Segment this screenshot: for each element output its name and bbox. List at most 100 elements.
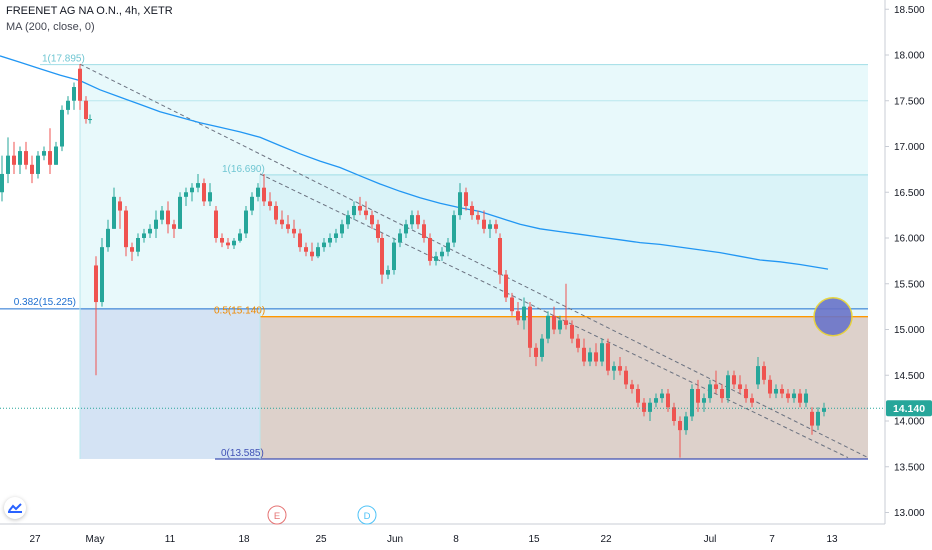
fib-lower-left-zone: [80, 308, 260, 459]
candle-body: [160, 210, 164, 220]
candle-body: [570, 324, 574, 339]
candle-22: [130, 242, 134, 261]
overlay-layer: [0, 296, 885, 409]
trendline-layer: [79, 63, 869, 459]
candle-116: [690, 384, 694, 421]
candle-body: [214, 210, 218, 238]
candle-body: [504, 274, 508, 298]
candle-123: [732, 370, 736, 389]
candle-body: [534, 347, 538, 357]
candle-98: [582, 338, 586, 367]
candle-body: [184, 192, 188, 197]
event-marker-letter: E: [274, 511, 280, 522]
candle-56: [334, 228, 338, 243]
candle-body: [738, 384, 742, 389]
candle-body: [416, 215, 420, 225]
candle-86: [510, 292, 514, 316]
y-tick-label: 15.000: [894, 325, 925, 336]
candle-body: [660, 393, 664, 399]
candle-107: [636, 384, 640, 408]
candle-15: [88, 114, 92, 124]
symbol-legend[interactable]: FREENET AG NA O.N., 4h, XETR: [6, 5, 173, 17]
candle-body: [60, 109, 64, 147]
candle-body: [452, 215, 456, 243]
candle-body: [358, 205, 362, 211]
candle-97: [576, 334, 580, 353]
event-marker-letter: D: [364, 511, 371, 522]
candle-71: [422, 219, 426, 243]
fib2-label-05: 0.5(15.140): [214, 306, 265, 317]
candle-body: [66, 100, 70, 110]
candle-7: [42, 146, 46, 161]
candle-78: [464, 187, 468, 211]
candle-body: [434, 256, 438, 261]
candle-94: [558, 315, 562, 335]
candle-body: [470, 205, 474, 216]
candle-125: [744, 384, 748, 403]
candle-body: [482, 219, 486, 229]
candle-body: [744, 388, 748, 399]
candle-76: [452, 210, 456, 248]
candle-0: [0, 155, 4, 202]
candle-19: [112, 187, 116, 229]
candle-body: [196, 183, 200, 188]
candle-33: [196, 173, 200, 193]
candle-73: [434, 251, 438, 266]
x-tick-label: 13: [826, 534, 838, 545]
fib-label-0: 0(13.585): [221, 448, 264, 459]
dividend-event-icon[interactable]: D: [357, 505, 377, 525]
candle-110: [654, 393, 658, 408]
candle-body: [576, 338, 580, 348]
candle-body: [292, 228, 296, 234]
candle-111: [660, 388, 664, 403]
fib2-label-1: 1(16.690): [222, 164, 265, 175]
candle-body: [428, 238, 432, 261]
candle-body: [624, 370, 628, 385]
y-tick-label: 13.000: [894, 508, 925, 519]
candle-body: [18, 151, 22, 165]
candle-body: [172, 224, 176, 229]
candle-130: [774, 384, 778, 399]
event-marker-circle: [357, 505, 377, 525]
y-tick-label: 14.000: [894, 417, 925, 428]
candle-body: [446, 242, 450, 252]
earnings-event-icon[interactable]: E: [267, 505, 287, 525]
candle-23: [136, 233, 140, 257]
tradingview-logo-icon[interactable]: [4, 497, 26, 519]
candle-body: [208, 192, 212, 202]
candle-body: [404, 224, 408, 234]
candle-42: [250, 192, 254, 216]
candle-138: [822, 402, 826, 417]
candle-body: [672, 407, 676, 421]
candle-24: [142, 228, 146, 243]
candle-body: [792, 393, 796, 399]
candle-body: [190, 187, 194, 193]
candle-16: [94, 256, 98, 376]
candle-body: [410, 215, 414, 225]
candle-10: [60, 105, 64, 152]
candle-70: [416, 210, 420, 229]
candle-body: [464, 192, 468, 206]
indicator-legend[interactable]: MA (200, close, 0): [6, 21, 95, 33]
candle-67: [398, 228, 402, 248]
candle-body: [244, 210, 248, 234]
candle-body: [392, 242, 396, 271]
candle-body: [280, 219, 284, 225]
candle-body: [54, 146, 58, 165]
candle-body: [24, 151, 28, 165]
candle-body: [84, 100, 88, 120]
candle-body: [0, 173, 4, 193]
candle-85: [504, 270, 508, 303]
candle-132: [786, 388, 790, 403]
candle-89: [528, 302, 532, 357]
candle-52: [310, 242, 314, 261]
candle-4: [24, 141, 28, 170]
candle-112: [666, 388, 670, 412]
candle-131: [780, 384, 784, 399]
candle-body: [48, 151, 52, 165]
candle-122: [726, 370, 730, 403]
x-tick-label: May: [86, 534, 105, 545]
